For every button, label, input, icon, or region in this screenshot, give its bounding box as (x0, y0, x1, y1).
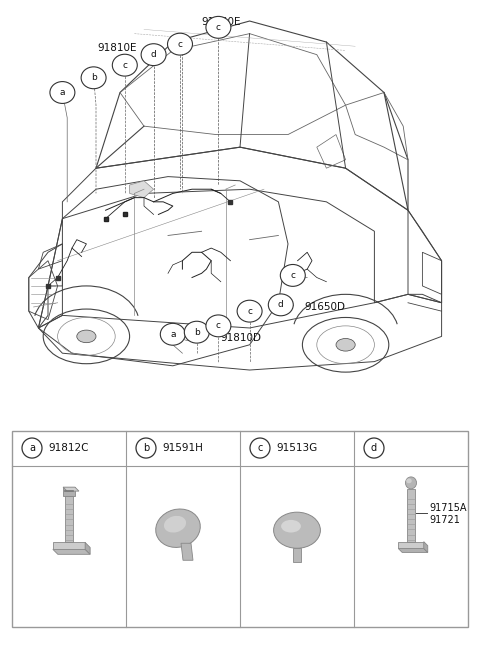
Circle shape (168, 34, 192, 55)
Text: b: b (91, 74, 96, 82)
Ellipse shape (164, 516, 186, 533)
Polygon shape (85, 543, 90, 555)
Circle shape (206, 315, 231, 337)
Text: c: c (216, 23, 221, 32)
Circle shape (184, 321, 209, 343)
Polygon shape (398, 549, 428, 553)
Text: a: a (29, 443, 35, 453)
Circle shape (136, 438, 156, 458)
Text: b: b (143, 443, 149, 453)
Circle shape (81, 67, 106, 89)
Text: 91513G: 91513G (276, 443, 317, 453)
Polygon shape (181, 543, 193, 560)
Text: c: c (247, 307, 252, 315)
Text: d: d (151, 50, 156, 59)
Circle shape (250, 438, 270, 458)
Polygon shape (293, 548, 301, 562)
Ellipse shape (274, 512, 321, 548)
Text: a: a (170, 330, 176, 339)
Circle shape (141, 44, 166, 66)
Bar (63, 487, 75, 495)
Text: d: d (371, 443, 377, 453)
Circle shape (268, 294, 293, 316)
Text: c: c (257, 443, 263, 453)
Circle shape (364, 438, 384, 458)
Text: 91591H: 91591H (162, 443, 203, 453)
Text: c: c (290, 271, 295, 280)
Ellipse shape (156, 509, 200, 547)
Ellipse shape (406, 477, 417, 489)
Text: 91810E: 91810E (98, 43, 137, 53)
Circle shape (112, 55, 137, 76)
Ellipse shape (77, 330, 96, 343)
Polygon shape (424, 541, 428, 553)
Circle shape (206, 16, 231, 38)
Text: c: c (122, 60, 127, 70)
Bar (12, 430, 468, 627)
Text: c: c (178, 39, 182, 49)
Polygon shape (63, 487, 79, 491)
Text: b: b (194, 328, 200, 336)
Text: 91715A: 91715A (429, 503, 467, 513)
Text: c: c (216, 321, 221, 330)
Circle shape (22, 438, 42, 458)
Text: 91810D: 91810D (221, 334, 262, 344)
Circle shape (50, 81, 75, 103)
Polygon shape (130, 181, 154, 198)
Bar (407, 489, 415, 541)
Text: 91650E: 91650E (201, 17, 240, 28)
Ellipse shape (281, 520, 301, 533)
Text: 91650D: 91650D (305, 302, 346, 312)
Circle shape (160, 323, 185, 345)
Ellipse shape (406, 478, 412, 484)
Text: a: a (60, 88, 65, 97)
Polygon shape (53, 549, 90, 555)
Text: 91721: 91721 (429, 515, 460, 525)
Ellipse shape (336, 338, 355, 351)
Text: 91812C: 91812C (48, 443, 88, 453)
Text: d: d (278, 300, 284, 309)
Polygon shape (53, 543, 85, 549)
Polygon shape (398, 541, 424, 549)
Bar (65, 495, 73, 543)
Circle shape (280, 265, 305, 286)
Circle shape (237, 300, 262, 322)
